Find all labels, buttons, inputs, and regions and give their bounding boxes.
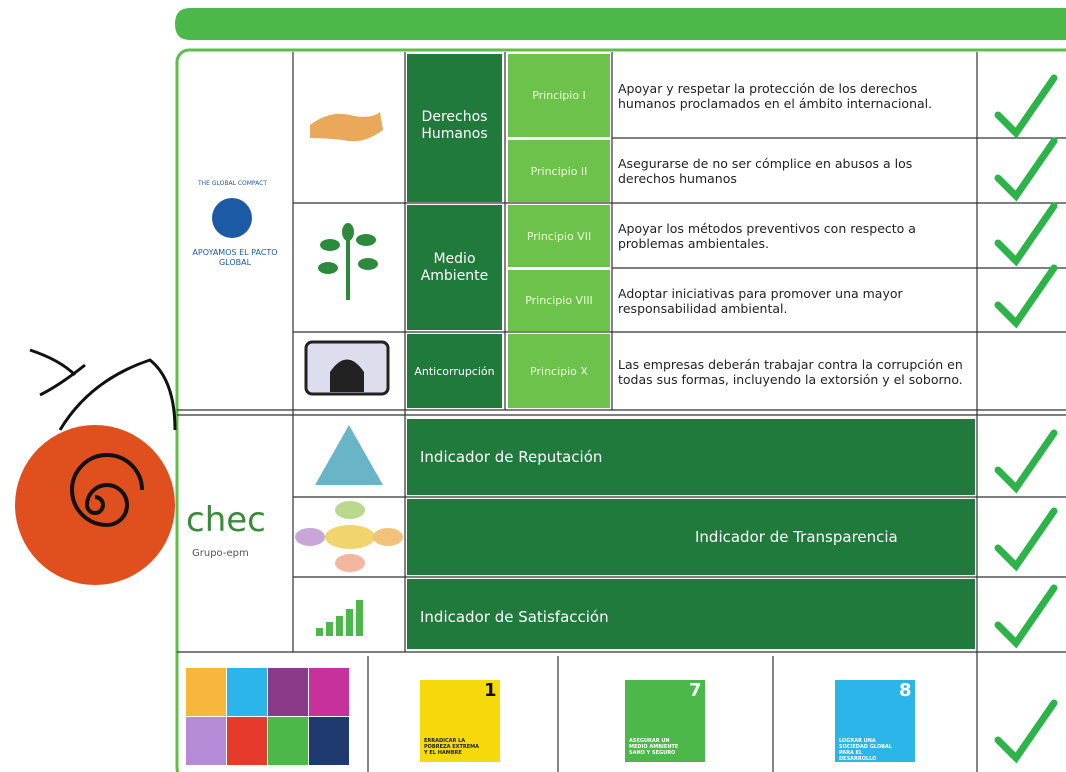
ods-1-tile [420,680,500,762]
theme: Medio Ambiente [420,250,489,284]
handshake-icon [310,112,383,142]
ods-text: ASEGURAR UN MEDIO AMBIENTE SANO Y SEGURO [629,738,679,756]
gc-ring: THE GLOBAL COMPACT [197,180,268,187]
principle-text: Asegurarse de no ser cómplice en abusos … [618,156,913,186]
gc-caption: APOYAMOS EL PACTO GLOBAL [192,248,278,267]
grid [177,52,1066,772]
snail-shell [15,425,175,585]
checks [994,74,1058,764]
principle-text: Las empresas deberán trabajar contra la … [618,356,963,387]
indicator: Indicador de Satisfacción [420,608,609,626]
theme-blocks [407,54,975,649]
ods-number: 8 [899,680,912,701]
globe-logo [212,198,252,238]
ods-text: ERRADICAR LA POBREZA EXTREMA Y EL HAMBRE [424,738,480,756]
snail-head [29,348,177,431]
ods-8-tile [835,680,915,762]
principle: Principio VIII [525,294,593,307]
network-icon [295,501,403,572]
indicator: Indicador de Reputación [420,448,603,466]
ods-text: LOGRAR UNA SOCIEDAD GLOBAL PARA EL DESAR… [839,738,892,762]
chec-name: chec [186,500,266,540]
principle: Principio II [530,164,588,178]
ods-number: 1 [484,680,497,701]
principle-blocks [508,54,610,408]
principle: Principio VII [526,229,592,243]
bars-icon [316,600,363,636]
principle: Principio I [532,89,586,102]
snail-spiral [70,453,144,528]
principle-text: Apoyar y respetar la protección de los d… [618,81,933,111]
corruption-figure [330,359,364,392]
plant-icon [318,223,378,300]
header-bar [175,8,1066,40]
theme: Anticorrupción [414,364,495,378]
theme: Derechos Humanos [421,109,488,142]
principle: Principio X [530,364,588,378]
ods-mosaic [186,668,349,765]
ods-number: 7 [689,680,702,701]
principle-text: Adoptar iniciativas para promover una ma… [618,285,903,316]
ods-7-tile [625,680,705,762]
principle-text: Apoyar los métodos preventivos con respe… [618,221,916,251]
pyramid-icon [315,425,383,485]
indicator: Indicador de Transparencia [695,528,898,546]
chec-group: Grupo-epm [192,548,249,559]
